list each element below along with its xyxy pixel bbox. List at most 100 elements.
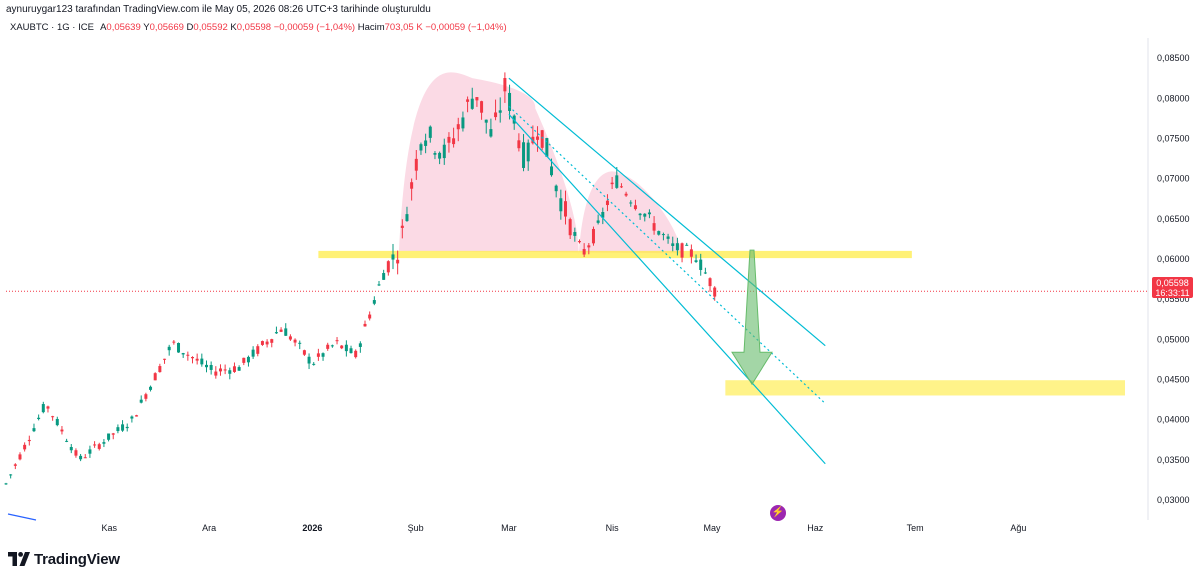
- candle-body: [167, 346, 171, 351]
- candle-body: [685, 244, 689, 246]
- candle: [503, 72, 507, 103]
- candle-body: [223, 369, 227, 371]
- candle: [144, 392, 148, 402]
- candle-body: [358, 343, 362, 347]
- low-value: 0,05592: [193, 22, 228, 33]
- candle: [135, 414, 139, 417]
- candle-body: [116, 427, 120, 432]
- candle: [354, 349, 358, 359]
- candle: [657, 230, 661, 236]
- candle: [172, 340, 176, 345]
- symbol-name[interactable]: XAUBTC · 1G · ICE: [10, 22, 94, 33]
- candle: [312, 362, 316, 366]
- candle-body: [391, 254, 395, 260]
- candle: [582, 243, 586, 258]
- candle: [452, 127, 456, 148]
- tradingview-brand[interactable]: TradingView: [8, 549, 120, 569]
- candle: [284, 323, 288, 336]
- candle-body: [163, 358, 167, 360]
- candle: [251, 346, 255, 359]
- candle-body: [32, 428, 36, 432]
- candle-body: [629, 202, 633, 204]
- candle: [573, 227, 577, 242]
- current-price-value: 0,05598: [1156, 278, 1189, 288]
- candle-body: [508, 92, 512, 111]
- candle: [540, 129, 544, 151]
- candle-body: [349, 348, 353, 354]
- y-tick-label: 0,05500: [1157, 294, 1190, 304]
- high-value: 0,05669: [149, 22, 184, 33]
- candle-body: [321, 353, 325, 357]
- candle: [536, 126, 540, 152]
- candle-body: [93, 444, 97, 446]
- candle-body: [671, 243, 675, 246]
- candle: [508, 84, 512, 120]
- candle: [568, 217, 572, 239]
- candle-body: [335, 340, 339, 342]
- candle: [18, 452, 22, 461]
- candle-body: [344, 344, 348, 352]
- candle: [121, 420, 125, 432]
- candle-body: [181, 353, 185, 355]
- candle: [368, 311, 372, 321]
- channel-lower-line: [508, 113, 826, 465]
- candle-body: [638, 213, 642, 216]
- candle-body: [419, 144, 423, 151]
- brand-name: TradingView: [34, 550, 120, 568]
- target-zone: [725, 380, 1125, 396]
- candle: [149, 385, 153, 392]
- y-tick-label: 0,08500: [1157, 53, 1190, 63]
- candle-body: [79, 455, 83, 460]
- candle-body: [46, 406, 50, 409]
- candle: [88, 445, 92, 458]
- candle: [372, 296, 376, 306]
- candle: [396, 250, 400, 275]
- candle-body: [382, 273, 386, 280]
- candle-body: [442, 144, 446, 159]
- candle: [321, 352, 325, 361]
- candle: [405, 206, 409, 222]
- candle-body: [573, 232, 577, 236]
- candle-body: [405, 214, 409, 222]
- candle: [610, 176, 614, 190]
- candle: [242, 357, 246, 366]
- candle-body: [377, 284, 381, 286]
- x-tick-label: Nis: [606, 523, 619, 533]
- candle-body: [703, 272, 707, 274]
- candle: [69, 444, 73, 454]
- candle: [689, 244, 693, 264]
- candle: [564, 190, 567, 225]
- candle-body: [554, 185, 558, 192]
- candle: [633, 199, 637, 211]
- candle-body: [708, 278, 712, 287]
- candle: [209, 361, 213, 375]
- candle: [522, 134, 526, 172]
- y-tick-label: 0,03500: [1157, 455, 1190, 465]
- lightning-icon[interactable]: ⚡: [770, 505, 786, 521]
- candle: [661, 232, 665, 241]
- candle-body: [260, 341, 264, 345]
- candle: [410, 178, 414, 201]
- candle: [116, 424, 120, 434]
- candle: [163, 358, 167, 364]
- candle: [23, 442, 27, 452]
- candle-body: [204, 364, 208, 368]
- candle: [587, 242, 591, 255]
- candle-body: [149, 386, 153, 390]
- head-and-shoulders-pattern: [398, 72, 683, 255]
- candle-body: [195, 358, 199, 361]
- y-tick-label: 0,08000: [1157, 93, 1190, 103]
- candle: [4, 482, 8, 485]
- candle: [619, 183, 623, 189]
- candle-body: [428, 126, 432, 138]
- candle-body: [619, 186, 623, 188]
- candle-body: [232, 366, 236, 372]
- x-tick-label: Kas: [101, 523, 117, 533]
- candle: [153, 372, 157, 381]
- candle: [498, 97, 502, 123]
- candle-body: [242, 357, 246, 363]
- candle-body: [237, 367, 241, 371]
- volume-label: Hacim: [357, 22, 385, 33]
- candle: [260, 340, 264, 346]
